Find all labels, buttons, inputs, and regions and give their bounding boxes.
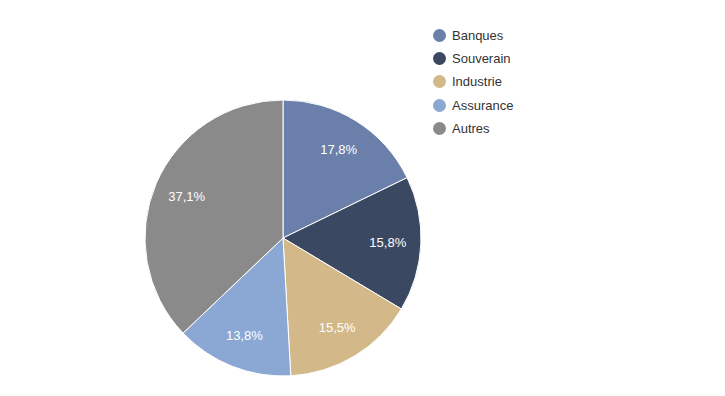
svg-text:37,1%: 37,1% (168, 189, 205, 204)
html-text:Autres: Autres (452, 120, 490, 136)
svg-text:15,8%: 15,8% (369, 235, 406, 250)
svg-text:17,8%: 17,8% (320, 142, 357, 157)
svg-text:15,5%: 15,5% (319, 320, 356, 335)
html-text:Banques: Banques (452, 28, 504, 44)
html-text:Souverain: Souverain (452, 51, 511, 67)
html-text:Industrie: Industrie (452, 74, 502, 90)
html-text:Assurance: Assurance (452, 97, 514, 113)
svg-text:13,8%: 13,8% (226, 328, 263, 343)
